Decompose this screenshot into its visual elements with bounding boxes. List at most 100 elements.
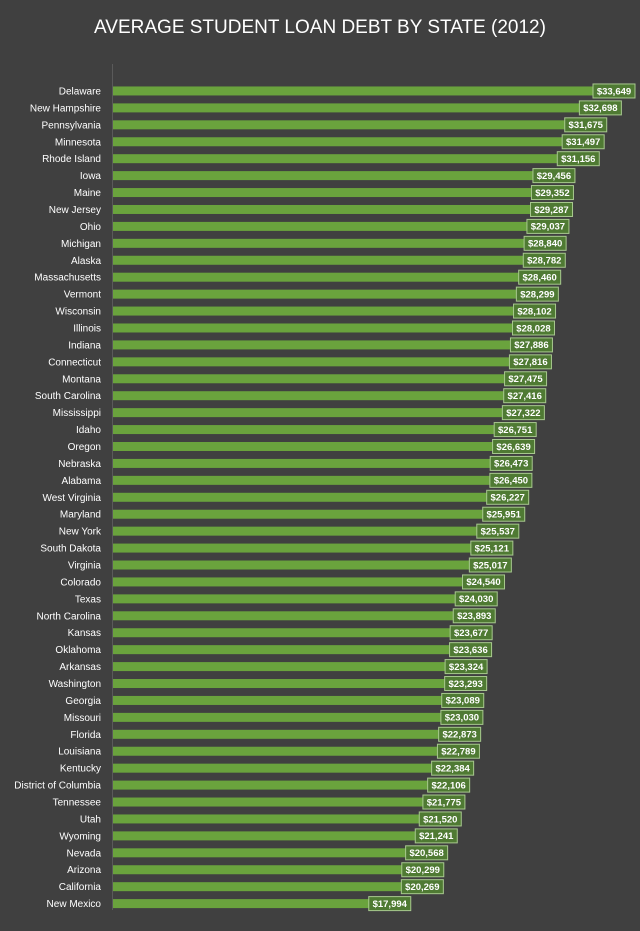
data-label: $23,636 bbox=[453, 645, 487, 656]
data-label: $26,450 bbox=[494, 476, 528, 487]
data-label: $24,030 bbox=[459, 594, 493, 605]
data-label-box bbox=[532, 168, 576, 184]
category-label: Mississippi bbox=[53, 408, 101, 419]
data-label-box bbox=[470, 540, 514, 556]
category-label: Wyoming bbox=[59, 831, 101, 842]
category-label: Massachusetts bbox=[34, 273, 101, 284]
category-label: Vermont bbox=[64, 290, 101, 301]
data-label-box bbox=[526, 218, 570, 234]
data-label: $29,456 bbox=[537, 171, 571, 182]
data-label: $31,675 bbox=[569, 120, 604, 131]
category-label: California bbox=[59, 882, 102, 893]
bar bbox=[113, 865, 404, 875]
category-label: Alaska bbox=[71, 256, 101, 267]
data-label: $25,951 bbox=[487, 510, 522, 521]
data-label: $29,037 bbox=[531, 222, 565, 233]
data-label: $27,886 bbox=[514, 340, 548, 351]
data-label: $26,227 bbox=[491, 493, 525, 504]
data-label-box bbox=[368, 896, 412, 912]
bar bbox=[113, 729, 441, 739]
bar bbox=[113, 408, 505, 418]
data-label: $20,299 bbox=[406, 865, 440, 876]
data-label: $25,017 bbox=[473, 560, 507, 571]
data-label-box bbox=[556, 151, 600, 167]
data-label-box bbox=[489, 455, 533, 471]
category-label: Washington bbox=[49, 679, 101, 690]
data-label-box bbox=[476, 523, 520, 539]
category-label: New Jersey bbox=[49, 205, 101, 216]
category-label: Delaware bbox=[59, 86, 102, 97]
data-label-box bbox=[592, 83, 636, 99]
data-label-box bbox=[578, 100, 622, 116]
category-label: Oregon bbox=[68, 442, 101, 453]
data-label: $29,352 bbox=[535, 188, 569, 199]
bar bbox=[113, 746, 440, 756]
category-label: North Carolina bbox=[37, 611, 102, 622]
bar bbox=[113, 120, 567, 130]
data-label-box bbox=[400, 879, 444, 895]
data-label: $28,299 bbox=[520, 289, 554, 300]
bar bbox=[113, 255, 526, 265]
data-label: $33,649 bbox=[597, 86, 631, 97]
bar bbox=[113, 374, 507, 384]
bar bbox=[113, 289, 519, 299]
data-label: $31,497 bbox=[566, 137, 600, 148]
data-label-box bbox=[440, 709, 484, 725]
data-label: $21,520 bbox=[423, 814, 457, 825]
bar bbox=[113, 340, 513, 350]
bar bbox=[113, 577, 465, 587]
bar bbox=[113, 611, 456, 621]
data-label-box bbox=[515, 286, 559, 302]
bar bbox=[113, 763, 434, 773]
bar bbox=[113, 188, 534, 198]
category-label: Kansas bbox=[68, 628, 101, 639]
data-label-box bbox=[405, 845, 449, 861]
category-label: Texas bbox=[75, 594, 101, 605]
category-label: Maryland bbox=[60, 510, 101, 521]
category-label: Florida bbox=[70, 730, 101, 741]
data-label: $28,028 bbox=[516, 323, 550, 334]
data-label-box bbox=[493, 422, 537, 438]
bar bbox=[113, 425, 497, 435]
data-label: $28,102 bbox=[517, 306, 551, 317]
category-label: Arizona bbox=[67, 865, 101, 876]
bar bbox=[113, 712, 443, 722]
category-label: Georgia bbox=[65, 696, 101, 707]
category-label: Iowa bbox=[80, 171, 102, 182]
data-label: $23,089 bbox=[446, 696, 480, 707]
bar bbox=[113, 154, 560, 164]
category-label: Ohio bbox=[80, 222, 102, 233]
bar bbox=[113, 475, 492, 485]
bar bbox=[113, 171, 535, 181]
data-label: $28,782 bbox=[527, 256, 561, 267]
data-label-box bbox=[452, 608, 496, 624]
category-label: Tennessee bbox=[53, 798, 102, 809]
data-label-box bbox=[501, 405, 545, 421]
data-label: $22,106 bbox=[431, 780, 465, 791]
category-label: Connecticut bbox=[48, 357, 101, 368]
data-label: $29,287 bbox=[534, 205, 568, 216]
bar bbox=[113, 831, 418, 841]
data-label-box bbox=[438, 726, 482, 742]
bar bbox=[113, 628, 453, 638]
data-label: $22,789 bbox=[441, 747, 475, 758]
bar bbox=[113, 882, 404, 892]
bar bbox=[113, 645, 452, 655]
category-label: Montana bbox=[62, 374, 101, 385]
data-label-box bbox=[503, 388, 547, 404]
data-label-box bbox=[523, 235, 567, 251]
bar bbox=[113, 323, 515, 333]
data-label: $23,324 bbox=[449, 662, 484, 673]
category-label: Nevada bbox=[67, 848, 102, 859]
data-label: $22,873 bbox=[442, 730, 476, 741]
data-label-box bbox=[492, 438, 536, 454]
data-label-box bbox=[511, 320, 555, 336]
data-label: $25,537 bbox=[481, 526, 515, 537]
data-label-box bbox=[508, 354, 552, 370]
category-label: New York bbox=[59, 527, 102, 538]
bar bbox=[113, 899, 371, 909]
data-label-box bbox=[518, 269, 562, 285]
data-label: $20,568 bbox=[409, 848, 443, 859]
category-label: Kentucky bbox=[60, 764, 101, 775]
data-label-box bbox=[486, 489, 530, 505]
